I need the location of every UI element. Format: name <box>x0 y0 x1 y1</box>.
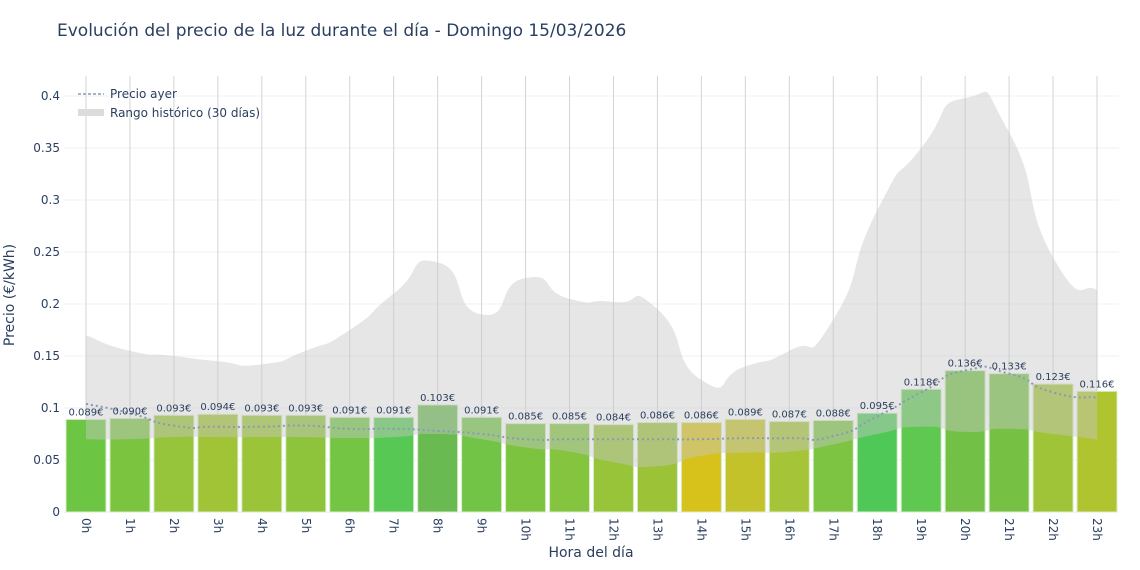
x-tick-label: 12h <box>606 518 620 541</box>
data-label: 0.095€ <box>860 401 895 412</box>
bar <box>153 414 195 513</box>
x-tick-label: 11h <box>563 518 577 541</box>
data-label: 0.088€ <box>816 408 851 419</box>
y-tick-label: 0.05 <box>33 453 60 467</box>
x-tick-label: 13h <box>650 518 664 541</box>
x-tick-label: 23h <box>1090 518 1104 541</box>
data-label: 0.093€ <box>244 403 279 414</box>
historic-range-band <box>85 91 1098 468</box>
data-label: 0.091€ <box>376 405 411 416</box>
bar <box>65 418 107 513</box>
data-label: 0.090€ <box>112 406 147 417</box>
x-tick-label: 17h <box>826 518 840 541</box>
x-tick-label: 19h <box>914 518 928 541</box>
bar <box>988 373 1030 513</box>
data-label: 0.093€ <box>156 403 191 414</box>
x-tick-label: 8h <box>431 518 445 533</box>
legend-item-yesterday: Precio ayer <box>110 87 177 101</box>
bar <box>900 388 942 513</box>
x-tick-label: 7h <box>387 518 401 533</box>
x-tick-label: 15h <box>738 518 752 541</box>
data-label: 0.136€ <box>948 359 983 370</box>
bar <box>1032 383 1074 513</box>
x-tick-label: 1h <box>123 518 137 533</box>
x-tick-label: 2h <box>167 518 181 533</box>
data-label: 0.116€ <box>1080 379 1115 390</box>
x-tick-label: 22h <box>1046 518 1060 541</box>
x-tick-label: 10h <box>519 518 533 541</box>
data-label: 0.089€ <box>68 407 103 418</box>
y-axis-title: Precio (€/kWh) <box>2 244 18 346</box>
data-label: 0.091€ <box>332 405 367 416</box>
bar <box>329 416 371 513</box>
x-tick-label: 0h <box>79 518 93 533</box>
x-tick-label: 18h <box>870 518 884 541</box>
data-label: 0.133€ <box>992 362 1027 373</box>
data-label: 0.086€ <box>640 411 675 422</box>
bar <box>373 416 415 513</box>
data-label: 0.123€ <box>1036 372 1071 383</box>
bar <box>944 370 986 513</box>
data-label: 0.091€ <box>464 405 499 416</box>
y-tick-label: 0.25 <box>33 245 60 259</box>
y-tick-label: 0.4 <box>41 89 60 103</box>
x-tick-label: 14h <box>694 518 708 541</box>
legend-band-swatch <box>78 109 104 116</box>
x-tick-label: 5h <box>299 518 313 533</box>
chart-title: Evolución del precio de la luz durante e… <box>57 21 627 41</box>
bar <box>109 417 151 513</box>
y-tick-label: 0.2 <box>41 297 60 311</box>
bar <box>197 413 239 513</box>
data-label: 0.087€ <box>772 410 807 421</box>
data-label: 0.085€ <box>552 412 587 423</box>
y-tick-label: 0.15 <box>33 349 60 363</box>
bar <box>285 414 327 513</box>
y-tick-label: 0 <box>52 505 60 519</box>
data-label: 0.118€ <box>904 377 939 388</box>
data-label: 0.103€ <box>420 393 455 404</box>
x-tick-label: 9h <box>475 518 489 533</box>
bar <box>724 418 766 513</box>
x-tick-label: 4h <box>255 518 269 533</box>
x-tick-label: 21h <box>1002 518 1016 541</box>
x-tick-label: 16h <box>782 518 796 541</box>
bar <box>1076 390 1118 513</box>
x-tick-label: 3h <box>211 518 225 533</box>
x-tick-label: 6h <box>343 518 357 533</box>
bar <box>636 422 678 513</box>
data-label: 0.084€ <box>596 413 631 424</box>
bar <box>768 421 810 513</box>
data-label: 0.086€ <box>684 411 719 422</box>
data-label: 0.089€ <box>728 407 763 418</box>
yesterday-price-line <box>85 365 1098 442</box>
y-tick-label: 0.1 <box>41 401 60 415</box>
bar <box>680 422 722 513</box>
data-label: 0.085€ <box>508 412 543 423</box>
data-label: 0.094€ <box>200 402 235 413</box>
legend-item-historic-range: Rango histórico (30 días) <box>110 106 260 120</box>
y-tick-label: 0.35 <box>33 141 60 155</box>
y-tick-label: 0.3 <box>41 193 60 207</box>
bar <box>856 412 898 513</box>
data-label: 0.093€ <box>288 403 323 414</box>
bar <box>417 404 459 513</box>
x-tick-label: 20h <box>958 518 972 541</box>
bar <box>241 414 283 513</box>
x-axis-title: Hora del día <box>548 545 633 561</box>
